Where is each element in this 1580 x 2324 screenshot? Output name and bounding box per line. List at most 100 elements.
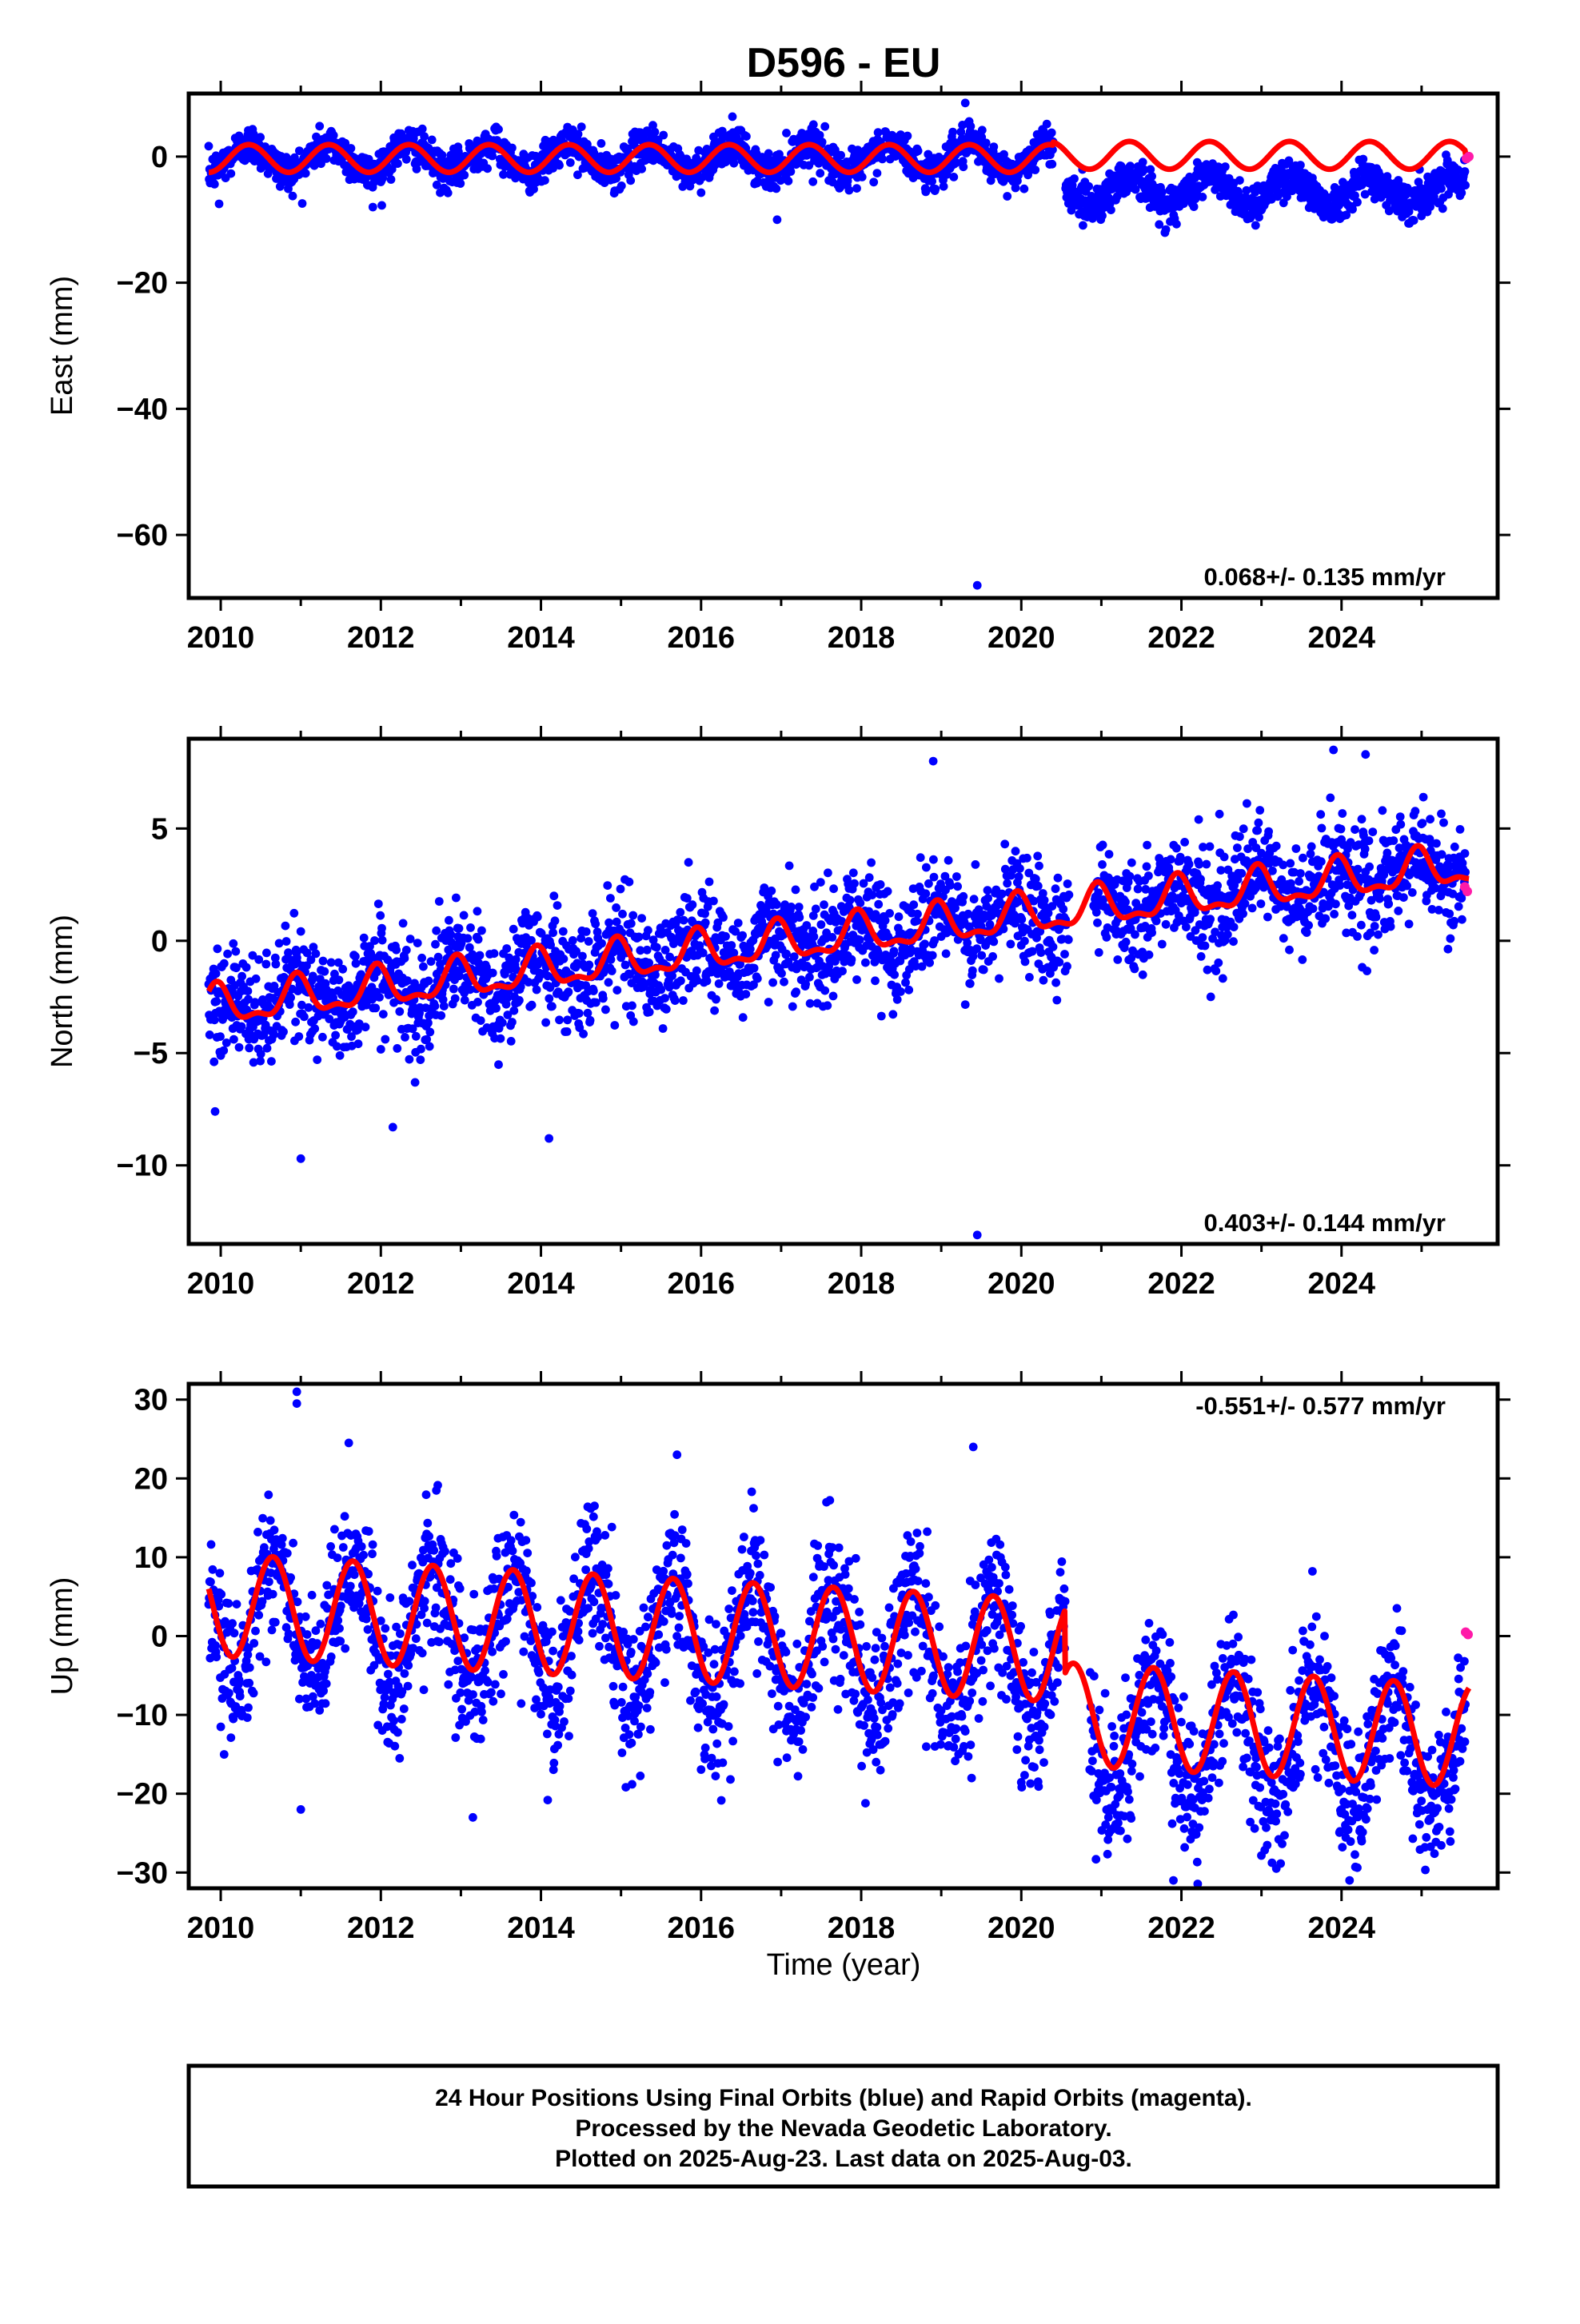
north-data-point — [676, 976, 685, 985]
north-data-point — [305, 1003, 313, 1012]
east-data-point — [1098, 211, 1107, 220]
north-data-point — [684, 858, 693, 867]
east-data-point — [289, 192, 297, 201]
east-data-point — [205, 142, 213, 150]
north-data-point — [829, 884, 838, 893]
north-data-point — [219, 1046, 228, 1055]
east-data-point — [742, 132, 751, 141]
north-data-point — [371, 1004, 380, 1013]
north-data-point — [378, 936, 387, 945]
north-data-point — [1206, 915, 1215, 923]
north-data-point — [767, 887, 776, 895]
north-data-point — [1239, 910, 1247, 919]
north-data-point — [399, 919, 408, 928]
north-data-point — [867, 859, 876, 867]
north-data-point — [995, 975, 1003, 983]
north-data-point — [601, 1006, 610, 1015]
east-data-point — [869, 177, 878, 186]
north-data-point — [1060, 950, 1069, 959]
north-data-point — [1063, 962, 1071, 971]
north-data-point — [877, 1012, 886, 1021]
north-data-point — [319, 957, 328, 966]
north-data-point — [920, 939, 929, 948]
north-data-point — [1143, 841, 1151, 850]
north-data-point — [417, 954, 426, 963]
east-rapid-orbit-point — [1464, 152, 1474, 161]
north-data-point — [401, 954, 409, 963]
north-data-point — [1015, 864, 1024, 873]
east-data-point — [322, 154, 331, 163]
east-data-point — [878, 155, 887, 164]
north-data-point — [312, 950, 321, 959]
east-data-point — [1070, 174, 1079, 183]
east-data-point — [959, 162, 968, 171]
north-data-point — [393, 1044, 401, 1053]
north-data-point — [916, 853, 925, 862]
north-data-point — [727, 941, 736, 950]
north-data-point — [966, 979, 975, 988]
y-tick-label: −20 — [117, 267, 168, 301]
east-data-point — [845, 186, 854, 195]
north-data-point — [585, 961, 593, 970]
north-data-point — [1215, 810, 1224, 819]
north-data-point — [1127, 859, 1136, 867]
north-data-point — [269, 1030, 278, 1039]
north-data-point — [625, 878, 634, 887]
north-data-point — [680, 916, 688, 925]
north-data-point — [559, 927, 568, 936]
north-data-point — [585, 937, 593, 946]
north-data-point — [498, 1018, 507, 1027]
north-data-point — [618, 910, 627, 919]
north-data-point — [1037, 948, 1046, 957]
north-data-point — [432, 927, 441, 935]
north-data-point — [1145, 951, 1154, 959]
north-data-point — [1316, 810, 1325, 819]
north-data-point — [795, 913, 804, 922]
north-data-point — [838, 967, 847, 975]
east-data-point — [1084, 182, 1093, 191]
north-data-point — [942, 950, 951, 959]
north-data-point — [477, 1016, 485, 1025]
north-data-point — [300, 1012, 309, 1021]
east-data-point — [597, 139, 606, 148]
north-data-point — [1199, 933, 1207, 942]
north-data-point — [419, 963, 428, 971]
east-data-point — [460, 171, 469, 180]
north-data-point — [489, 969, 497, 978]
north-data-point — [705, 878, 714, 887]
north-data-point — [352, 959, 361, 968]
north-data-point — [1307, 843, 1316, 851]
north-data-point — [294, 1032, 303, 1041]
north-data-point — [555, 1015, 564, 1024]
north-data-point — [1034, 882, 1043, 891]
north-data-point — [1185, 860, 1194, 869]
north-data-point — [782, 950, 791, 959]
north-data-point — [998, 890, 1007, 899]
north-data-point — [710, 1007, 719, 1015]
north-data-point — [772, 951, 780, 959]
north-data-point — [452, 894, 461, 903]
north-data-point — [953, 882, 962, 891]
x-tick-label: 2024 — [1307, 621, 1375, 655]
north-data-point — [1214, 959, 1223, 967]
east-data-point — [393, 159, 402, 168]
north-data-point — [569, 936, 577, 945]
north-data-point — [805, 973, 814, 982]
east-data-point — [948, 128, 957, 137]
north-data-point — [816, 878, 825, 887]
north-data-point — [970, 895, 979, 903]
north-data-point — [212, 997, 221, 1006]
east-data-point — [566, 158, 575, 167]
north-data-point — [645, 1008, 654, 1017]
north-data-point — [977, 951, 986, 960]
east-rate-label: 0.068+/- 0.135 mm/yr — [1204, 563, 1446, 591]
north-data-point — [231, 947, 240, 956]
north-data-point — [395, 1007, 404, 1016]
north-data-point — [1144, 871, 1153, 880]
north-data-point — [1134, 885, 1143, 894]
north-data-point — [715, 979, 724, 988]
north-data-point — [1255, 806, 1264, 815]
east-data-point — [1147, 172, 1156, 181]
east-data-point — [1158, 188, 1167, 197]
east-data-point — [1162, 225, 1171, 234]
